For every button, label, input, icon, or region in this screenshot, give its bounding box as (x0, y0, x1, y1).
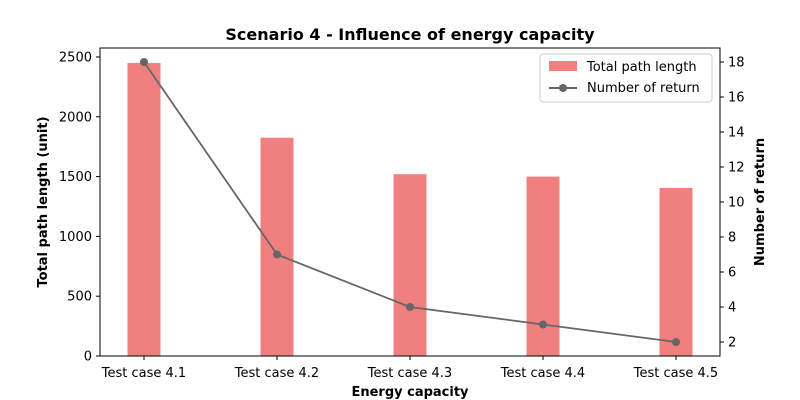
y-tick-label: 2500 (59, 50, 92, 65)
y2-tick-label: 12 (728, 161, 745, 176)
y2-tick-label: 10 (728, 196, 745, 211)
x-axis: Test case 4.1 Test case 4.2 Test case 4.3 T… (101, 356, 718, 381)
x-tick-label: Test case 4.2 (234, 366, 319, 381)
bar-1 (127, 62, 161, 357)
y-tick-label: 500 (67, 290, 92, 305)
legend-label-bar: Total path length (586, 60, 697, 75)
y2-tick-label: 6 (728, 266, 736, 281)
y2-tick-label: 14 (728, 126, 745, 141)
y-axis-left: 0 500 1000 1500 2000 2500 (59, 50, 100, 365)
y-tick-label: 2000 (59, 110, 92, 125)
chart-title: Scenario 4 - Influence of energy capacit… (225, 25, 595, 44)
x-tick-label: Test case 4.1 (101, 366, 186, 381)
return-point-4 (539, 320, 547, 329)
legend-swatch-marker (559, 84, 567, 92)
x-tick-label: Test case 4.3 (367, 366, 452, 381)
y2-tick-label: 2 (728, 336, 736, 351)
x-tick-label: Test case 4.5 (633, 366, 718, 381)
return-point-3 (406, 303, 414, 311)
x-tick-label: Test case 4.4 (500, 366, 585, 381)
y-tick-label: 1500 (59, 170, 92, 185)
return-point-1 (140, 58, 148, 66)
bar-2 (260, 137, 294, 356)
bar-3 (393, 174, 427, 356)
y2-tick-label: 18 (728, 56, 745, 71)
x-axis-label: Energy capacity (351, 385, 469, 400)
y2-axis-label: Number of return (753, 138, 768, 266)
legend-label-line: Number of return (587, 81, 700, 96)
bar-4 (526, 176, 560, 356)
y2-tick-label: 16 (728, 91, 745, 106)
y-axis-label: Total path length (unit) (36, 116, 51, 287)
legend: Total path length Number of return (539, 53, 713, 103)
y-tick-label: 0 (84, 350, 92, 365)
y-tick-label: 1000 (59, 230, 92, 245)
return-point-2 (273, 250, 281, 259)
y2-tick-label: 4 (728, 301, 736, 316)
legend-box (539, 53, 713, 103)
y-axis-right: 2 4 6 8 10 12 14 16 18 (720, 56, 745, 351)
return-point-5 (672, 338, 680, 346)
y2-tick-label: 8 (728, 231, 736, 246)
bar-5 (659, 187, 693, 356)
line-series-group (140, 58, 680, 346)
legend-swatch-bar (549, 61, 577, 71)
